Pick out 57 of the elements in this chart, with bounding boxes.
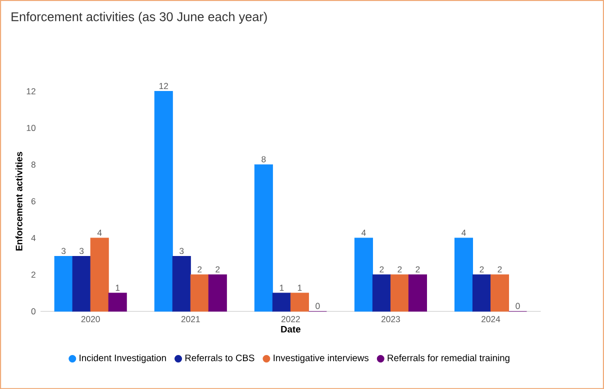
x-tick-label: 2022 — [281, 316, 300, 322]
data-label: 0 — [516, 302, 520, 309]
bar — [354, 238, 373, 312]
data-label: 1 — [298, 284, 302, 291]
y-tick-label: 10 — [26, 124, 36, 131]
bar — [208, 274, 227, 312]
data-label: 3 — [79, 248, 84, 254]
legend-label: Referrals to CBS — [185, 354, 254, 362]
y-tick-label: 12 — [26, 88, 36, 94]
x-tick-label: 2020 — [81, 316, 100, 322]
data-label: 1 — [280, 284, 284, 291]
data-label: 8 — [262, 156, 266, 162]
y-axis-title: Enforcement activities — [16, 152, 22, 250]
bar — [408, 274, 427, 312]
data-label: 2 — [498, 266, 502, 272]
bar — [154, 90, 173, 312]
data-label: 1 — [116, 284, 120, 291]
chart-title: Enforcement activities (as 30 June each year) — [12, 12, 267, 24]
bar — [190, 274, 209, 312]
y-tick-label: 4 — [31, 234, 36, 241]
data-label: 0 — [316, 302, 320, 309]
data-label: 4 — [97, 230, 102, 236]
legend-label: Referrals for remedial training — [388, 354, 510, 363]
bar — [490, 274, 510, 312]
data-label: 2 — [380, 266, 384, 272]
bar — [54, 256, 73, 312]
bar — [390, 274, 409, 312]
bar — [172, 256, 191, 312]
y-tick-label: 6 — [31, 198, 36, 204]
data-label: 12 — [159, 82, 168, 89]
bar — [72, 256, 91, 312]
x-tick-label: 2021 — [181, 316, 200, 322]
x-tick-label: 2023 — [382, 316, 400, 322]
data-label: 3 — [61, 248, 66, 254]
bar — [254, 164, 273, 312]
legend-label: Investigative interviews — [274, 354, 369, 363]
y-tick-label: 8 — [31, 161, 36, 168]
data-label: 2 — [398, 266, 402, 272]
y-tick-label: 2 — [31, 272, 36, 278]
legend-label: Incident Investigation — [80, 354, 166, 363]
y-tick-label: 0 — [31, 308, 36, 314]
bar — [454, 238, 474, 312]
x-tick-label: 2024 — [482, 316, 500, 322]
data-label: 2 — [198, 266, 202, 272]
data-label: 2 — [480, 266, 484, 272]
data-label: 4 — [361, 230, 366, 236]
bar — [372, 274, 391, 312]
bar — [90, 238, 109, 312]
bar — [272, 292, 291, 312]
bar — [290, 292, 309, 312]
data-label: 2 — [216, 266, 220, 272]
bar — [472, 274, 492, 312]
bar — [108, 292, 127, 312]
x-axis-title: Date — [281, 326, 300, 332]
data-label: 2 — [416, 266, 420, 272]
data-label: 3 — [180, 248, 184, 254]
data-label: 4 — [462, 230, 466, 236]
